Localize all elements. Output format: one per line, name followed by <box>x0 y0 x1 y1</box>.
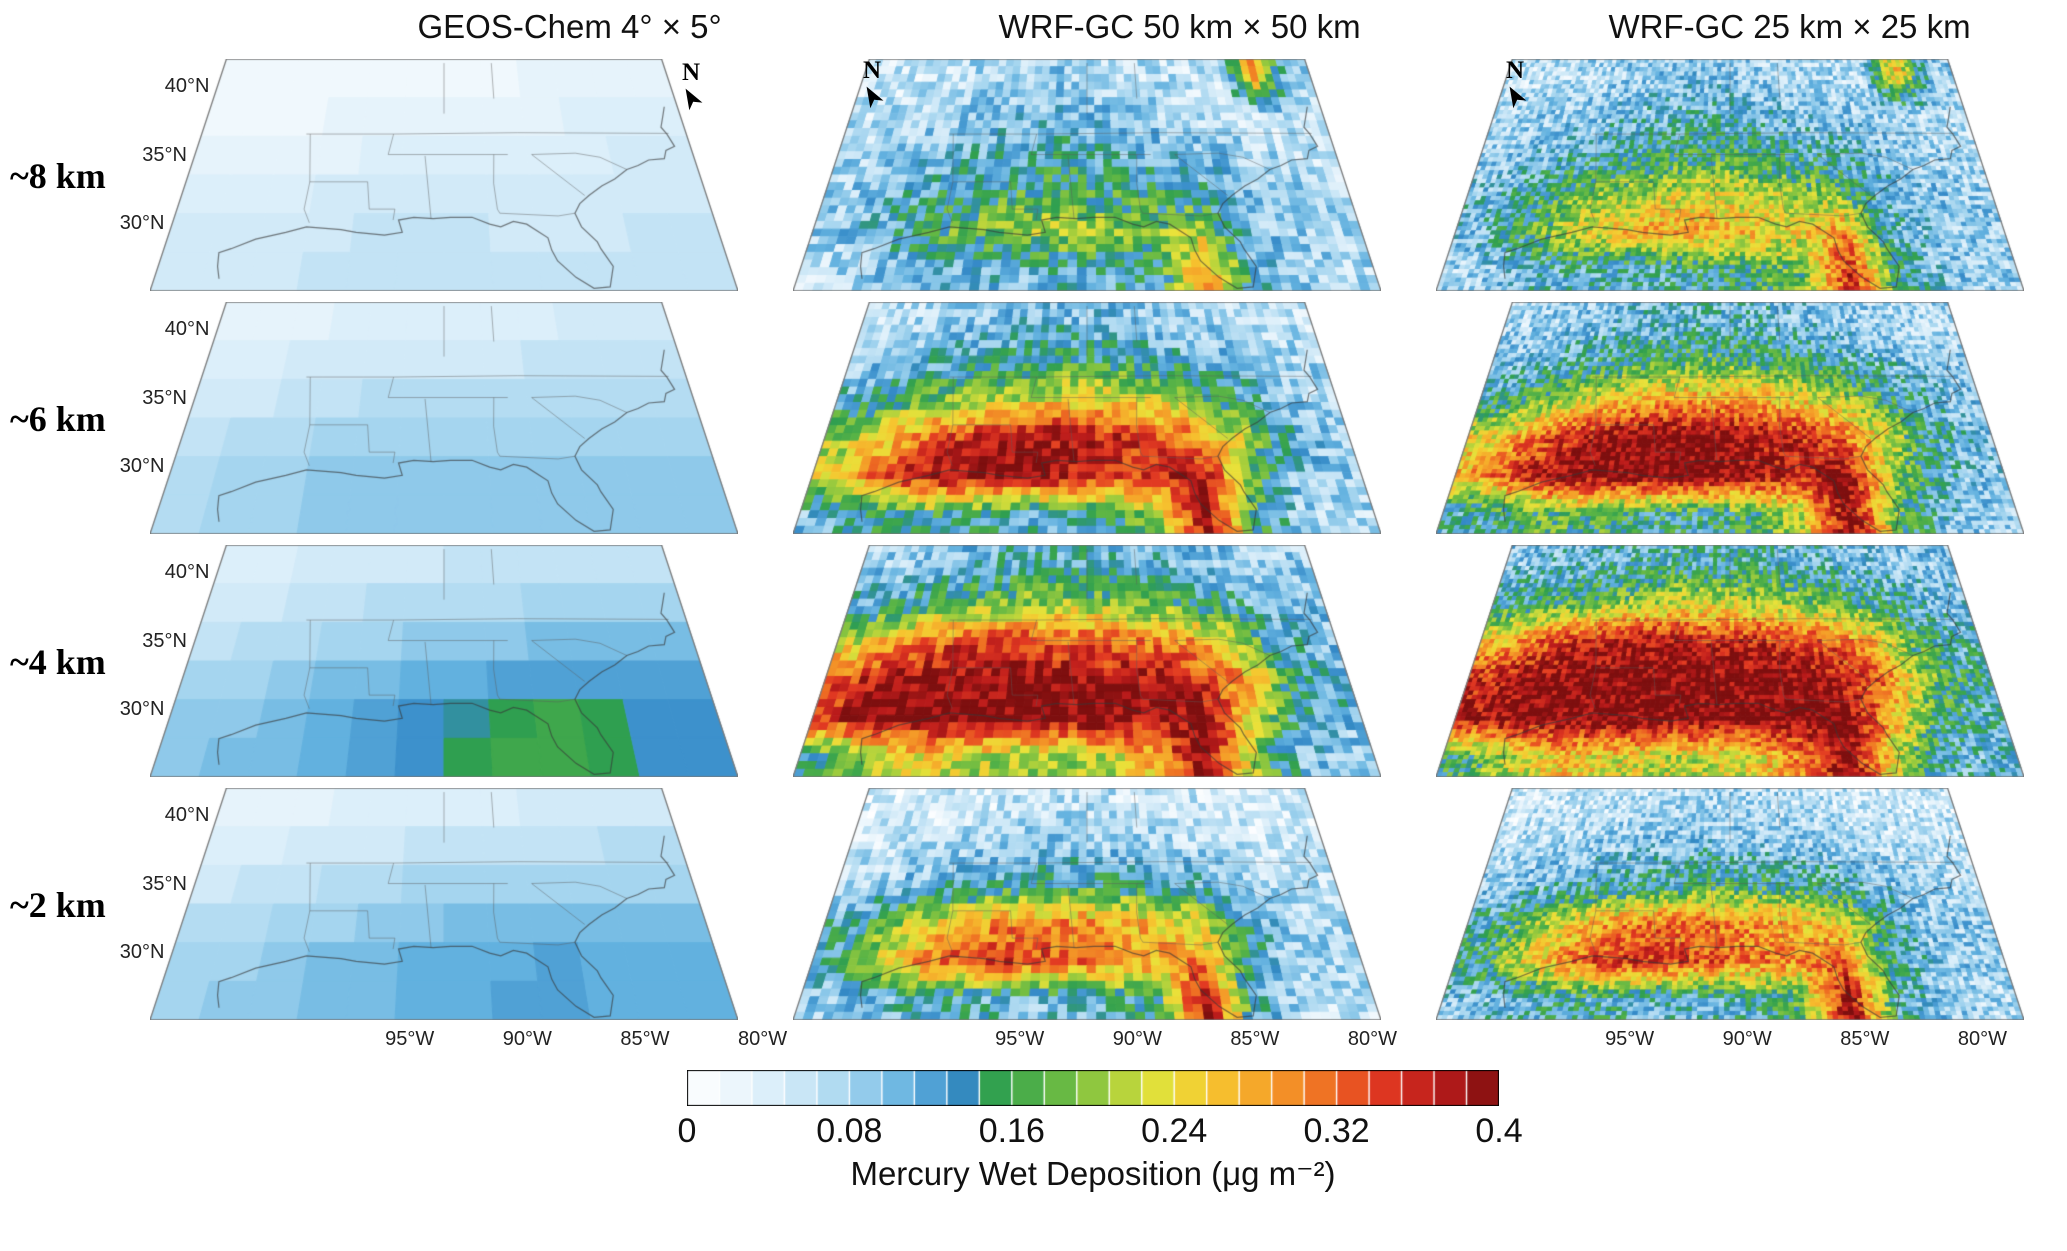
map-canvas-geoschem-2km <box>150 788 738 1020</box>
map-canvas-geoschem-6km <box>150 302 738 534</box>
map-panel-wrfgc25-2km <box>1436 783 2024 1026</box>
map-canvas-wrfgc25-4km <box>1436 545 2024 777</box>
map-panel-wrfgc50-8km: N <box>793 54 1381 297</box>
map-canvas-wrfgc50-2km <box>793 788 1381 1020</box>
lon-tick-label: 80°W <box>737 1028 788 1050</box>
lat-tick-label: 35°N <box>142 143 187 166</box>
lon-tick-label: 80°W <box>1347 1028 1398 1050</box>
lon-axis-labels-wrfgc25: 95°W 90°W 85°W 80°W <box>1512 1026 2067 1060</box>
lon-tick-label: 90°W <box>502 1028 552 1050</box>
lat-tick-label: 40°N <box>164 804 210 827</box>
colorbar-tick-label: 0.24 <box>1141 1112 1208 1150</box>
map-panel-wrfgc50-6km <box>793 297 1381 540</box>
lat-tick-label: 30°N <box>119 454 165 477</box>
map-canvas-geoschem-8km <box>150 59 738 291</box>
lon-tick-label: 90°W <box>1112 1028 1162 1050</box>
colorbar-block: 0 0.08 0.16 0.24 0.32 0.4 Mercury Wet Deposit… <box>678 1070 1523 1193</box>
lon-tick-label: 95°W <box>1605 1028 1655 1050</box>
map-panel-geoschem-2km: 40°N 35°N 30°N <box>120 783 738 1026</box>
colorbar-tick-label: 0.4 <box>1475 1112 1523 1150</box>
north-arrow: N <box>1502 58 1528 109</box>
map-canvas-wrfgc50-4km <box>793 545 1381 777</box>
map-panel-geoschem-4km: 40°N 35°N 30°N <box>120 540 738 783</box>
colorbar-tick-label: 0.16 <box>978 1112 1045 1150</box>
map-panel-wrfgc25-8km: N <box>1436 54 2024 297</box>
map-panel-wrfgc50-4km <box>793 540 1381 783</box>
lat-tick-label: 30°N <box>119 940 165 963</box>
north-arrow: N <box>859 58 885 109</box>
map-panel-geoschem-8km: 40°N 35°N 30°N N <box>120 54 738 297</box>
lat-tick-label: 35°N <box>142 386 187 409</box>
column-title-wrfgc-25km: WRF-GC 25 km × 25 km <box>1608 8 1971 45</box>
map-panel-wrfgc25-4km <box>1436 540 2024 783</box>
lon-tick-label: 85°W <box>1230 1028 1280 1050</box>
map-panel-wrfgc50-2km <box>793 783 1381 1026</box>
row-label-6km: ~6 km <box>10 398 106 439</box>
map-canvas-geoschem-4km <box>150 545 738 777</box>
colorbar-tick-label: 0.32 <box>1303 1112 1370 1150</box>
colorbar-ticks: 0 0.08 0.16 0.24 0.32 0.4 <box>678 1106 1523 1154</box>
lon-tick-label: 95°W <box>995 1028 1045 1050</box>
north-arrow-icon <box>1509 86 1527 109</box>
map-canvas-wrfgc25-2km <box>1436 788 2024 1020</box>
column-title-wrfgc-50km: WRF-GC 50 km × 50 km <box>998 8 1361 45</box>
map-row-8km: ~8 km 40°N 35°N 30°N N N N <box>0 54 2067 297</box>
north-arrow-icon <box>685 88 703 111</box>
map-canvas-wrfgc25-8km <box>1436 59 2024 291</box>
row-label-8km: ~8 km <box>10 155 106 196</box>
lon-axis-row: 95°W 90°W 85°W 80°W 95°W 90°W 85°W 80°W 95°W 90… <box>0 1026 2067 1060</box>
lon-tick-label: 85°W <box>620 1028 670 1050</box>
lat-tick-label: 40°N <box>164 318 210 341</box>
lat-tick-label: 35°N <box>142 629 187 652</box>
colorbar-label: Mercury Wet Deposition (μg m⁻²) <box>850 1155 1336 1192</box>
map-row-6km: ~6 km 40°N 35°N 30°N <box>0 297 2067 540</box>
map-row-4km: ~4 km 40°N 35°N 30°N <box>0 540 2067 783</box>
map-canvas-wrfgc50-6km <box>793 302 1381 534</box>
map-panel-geoschem-6km: 40°N 35°N 30°N <box>120 297 738 540</box>
row-label-4km: ~4 km <box>10 641 106 682</box>
lat-tick-label: 30°N <box>119 211 165 234</box>
column-title-geoschem: GEOS-Chem 4° × 5° <box>417 8 722 45</box>
lat-tick-label: 30°N <box>119 697 165 720</box>
north-arrow-icon <box>866 86 884 109</box>
lon-axis-labels-wrfgc50: 95°W 90°W 85°W 80°W <box>902 1026 1457 1060</box>
map-canvas-wrfgc25-6km <box>1436 302 2024 534</box>
map-row-2km: ~2 km 40°N 35°N 30°N <box>0 783 2067 1026</box>
lat-tick-label: 40°N <box>164 75 210 98</box>
lon-tick-label: 95°W <box>385 1028 435 1050</box>
map-canvas-wrfgc50-8km <box>793 59 1381 291</box>
colorbar <box>687 1070 1499 1106</box>
colorbar-tick-label: 0.08 <box>816 1112 883 1150</box>
lon-axis-labels-geoschem: 95°W 90°W 85°W 80°W <box>292 1026 847 1060</box>
lon-tick-label: 80°W <box>1957 1028 2007 1050</box>
north-label: N <box>1505 57 1525 84</box>
map-panel-wrfgc25-6km <box>1436 297 2024 540</box>
lat-tick-label: 35°N <box>142 872 187 895</box>
lat-tick-label: 40°N <box>164 561 210 584</box>
lon-tick-label: 90°W <box>1722 1028 1772 1050</box>
colorbar-tick-label: 0 <box>677 1112 697 1150</box>
lon-tick-label: 85°W <box>1840 1028 1890 1050</box>
column-titles-row: GEOS-Chem 4° × 5° WRF-GC 50 km × 50 km W… <box>0 0 2067 54</box>
north-arrow: N <box>678 60 704 111</box>
north-label: N <box>681 59 701 86</box>
row-label-2km: ~2 km <box>10 884 106 925</box>
north-label: N <box>862 57 882 84</box>
